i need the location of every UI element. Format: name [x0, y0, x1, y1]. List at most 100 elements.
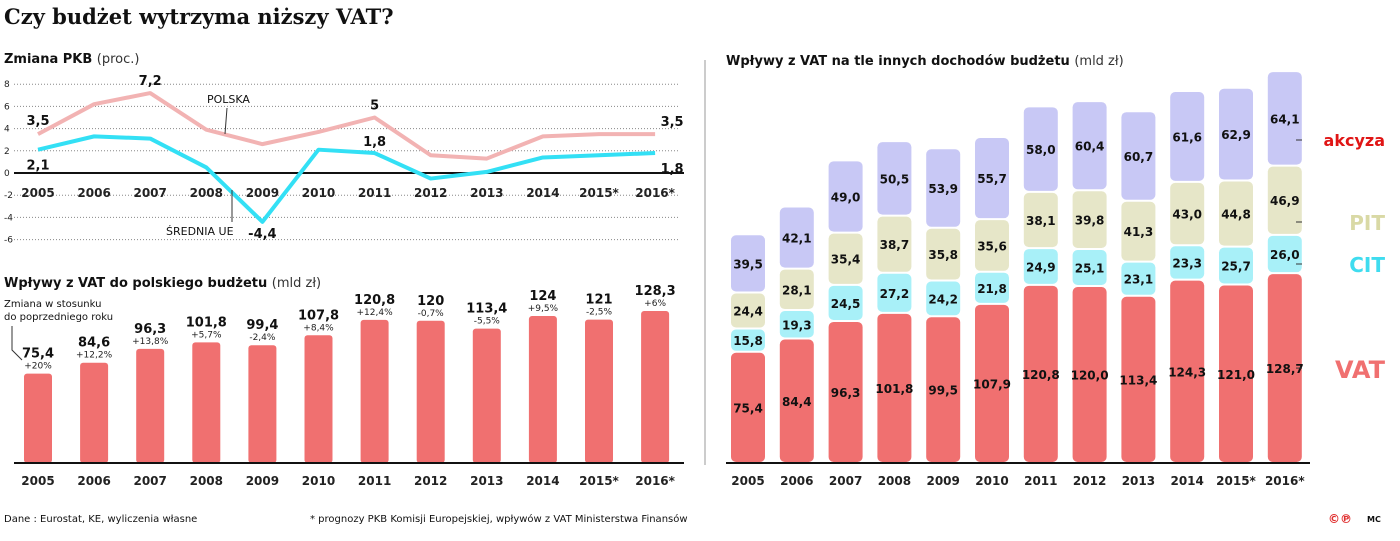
value-label: 35,4	[831, 253, 861, 267]
gdp-chart-title: Zmiana PKB (proc.)	[4, 52, 140, 67]
value-label: 35,8	[928, 248, 958, 262]
stacked-bar-akcyza	[1170, 92, 1205, 181]
stacked-bar-cit	[1219, 247, 1253, 284]
stacked-bar-vat	[926, 317, 961, 462]
data-label: 3,5	[661, 115, 684, 130]
x-tick-label: 2015*	[579, 474, 619, 488]
stacked-bar-cit	[1121, 262, 1156, 295]
stacked-bar-vat	[731, 352, 765, 462]
value-label: 23,1	[1124, 273, 1154, 287]
value-label: 64,1	[1270, 112, 1300, 126]
x-tick-label: 2016*	[635, 186, 675, 200]
value-label: 128,3	[635, 284, 676, 299]
revenue-title-text: Wpływy z VAT na tle innych dochodów budż…	[726, 54, 1070, 69]
vat-bar	[192, 342, 221, 463]
data-label: 7,2	[139, 74, 162, 89]
stacked-bar-akcyza	[877, 142, 912, 215]
x-tick-label: 2008	[190, 186, 223, 200]
value-label: 24,4	[733, 304, 763, 318]
value-label: 84,4	[782, 395, 812, 409]
eu-line	[37, 134, 656, 224]
value-label: 120	[417, 294, 444, 309]
stacked-bar-cit	[975, 272, 1009, 303]
stacked-bar-akcyza	[731, 235, 765, 292]
x-tick-label: 2011	[1024, 474, 1057, 488]
data-label: 3,5	[26, 114, 49, 129]
stacked-bar-pit	[828, 233, 863, 284]
stacked-bar-pit	[975, 220, 1009, 271]
stacked-bar-cit	[779, 311, 814, 338]
x-tick-label: 2011	[358, 186, 391, 200]
vat-bar	[472, 328, 501, 463]
change-label: -0,7%	[418, 309, 445, 319]
stacked-bar-cit	[731, 329, 765, 351]
stacked-bar-vat	[877, 313, 912, 462]
x-tick-label: 2007	[829, 474, 862, 488]
stacked-bar-pit	[926, 228, 961, 280]
vat-bar	[136, 348, 165, 463]
x-tick-label: 2013	[470, 186, 503, 200]
x-tick-label: 2010	[302, 474, 335, 488]
polska-line	[37, 91, 656, 161]
stacked-bar-cit	[828, 285, 863, 320]
x-tick-label: 2005	[21, 186, 54, 200]
x-tick-label: 2015*	[579, 186, 619, 200]
value-label: 120,8	[1022, 368, 1060, 382]
series-label-polska: POLSKA	[207, 93, 250, 106]
value-label: 75,4	[733, 401, 763, 415]
stacked-bar-vat	[1267, 274, 1302, 462]
value-label: 96,3	[134, 322, 166, 337]
stacked-bar-cit	[1267, 235, 1302, 273]
value-label: 53,9	[928, 182, 958, 196]
data-label: 5	[370, 99, 379, 114]
value-label: 58,0	[1026, 143, 1056, 157]
x-tick-label: 2015*	[1216, 474, 1256, 488]
y-tick-label: 0	[4, 169, 10, 179]
value-label: 42,1	[782, 232, 812, 246]
x-tick-label: 2009	[246, 186, 279, 200]
value-label: 38,1	[1026, 214, 1056, 228]
x-tick-label: 2014	[526, 186, 559, 200]
value-label: 107,8	[298, 308, 339, 323]
value-label: 26,0	[1270, 248, 1300, 262]
y-tick-label: -4	[4, 213, 13, 223]
stacked-bar-akcyza	[1072, 102, 1107, 190]
y-tick-label: 8	[4, 80, 10, 90]
revenue-title-unit: (mld zł)	[1074, 54, 1124, 69]
stacked-bar-akcyza	[1121, 112, 1156, 200]
source-note: Dane : Eurostat, KE, wyliczenia własne	[4, 514, 198, 525]
data-label: 1,8	[363, 135, 386, 150]
value-label: 43,0	[1172, 208, 1202, 222]
x-tick-label: 2010	[302, 186, 335, 200]
x-tick-label: 2011	[358, 474, 391, 488]
value-label: 99,5	[928, 384, 958, 398]
change-annotation: Zmiana w stosunku do poprzedniego roku	[4, 299, 114, 323]
y-tick-label: 6	[4, 102, 10, 112]
legend-cit: CIT	[1349, 253, 1385, 277]
stacked-bar-akcyza	[779, 207, 814, 268]
y-tick-label: -2	[4, 191, 13, 201]
stacked-bar-vat	[1219, 285, 1253, 462]
change-label: +8,4%	[303, 323, 334, 333]
value-label: 62,9	[1221, 128, 1251, 142]
value-label: 124	[529, 289, 556, 304]
stacked-bar-cit	[1023, 249, 1058, 284]
legend-akcyza: akcyza	[1324, 131, 1385, 150]
stacked-bar-pit	[1219, 181, 1253, 246]
change-label: +5,7%	[191, 330, 222, 340]
stacked-bar-akcyza	[828, 161, 863, 232]
value-label: 55,7	[977, 172, 1007, 186]
stacked-bar-akcyza	[975, 138, 1009, 219]
value-label: 23,3	[1172, 256, 1202, 270]
stacked-bar-vat	[1072, 287, 1107, 462]
stacked-bar-akcyza	[926, 149, 961, 227]
value-label: 75,4	[22, 347, 54, 362]
page-title: Czy budżet wytrzyma niższy VAT?	[4, 4, 394, 29]
value-label: 107,9	[973, 377, 1011, 391]
change-label: -2,5%	[586, 308, 613, 318]
x-tick-label: 2009	[246, 474, 279, 488]
x-tick-label: 2007	[133, 474, 166, 488]
stacked-bar-akcyza	[1023, 107, 1058, 191]
change-label: +12,2%	[76, 351, 113, 361]
value-label: 113,4	[1119, 373, 1157, 387]
